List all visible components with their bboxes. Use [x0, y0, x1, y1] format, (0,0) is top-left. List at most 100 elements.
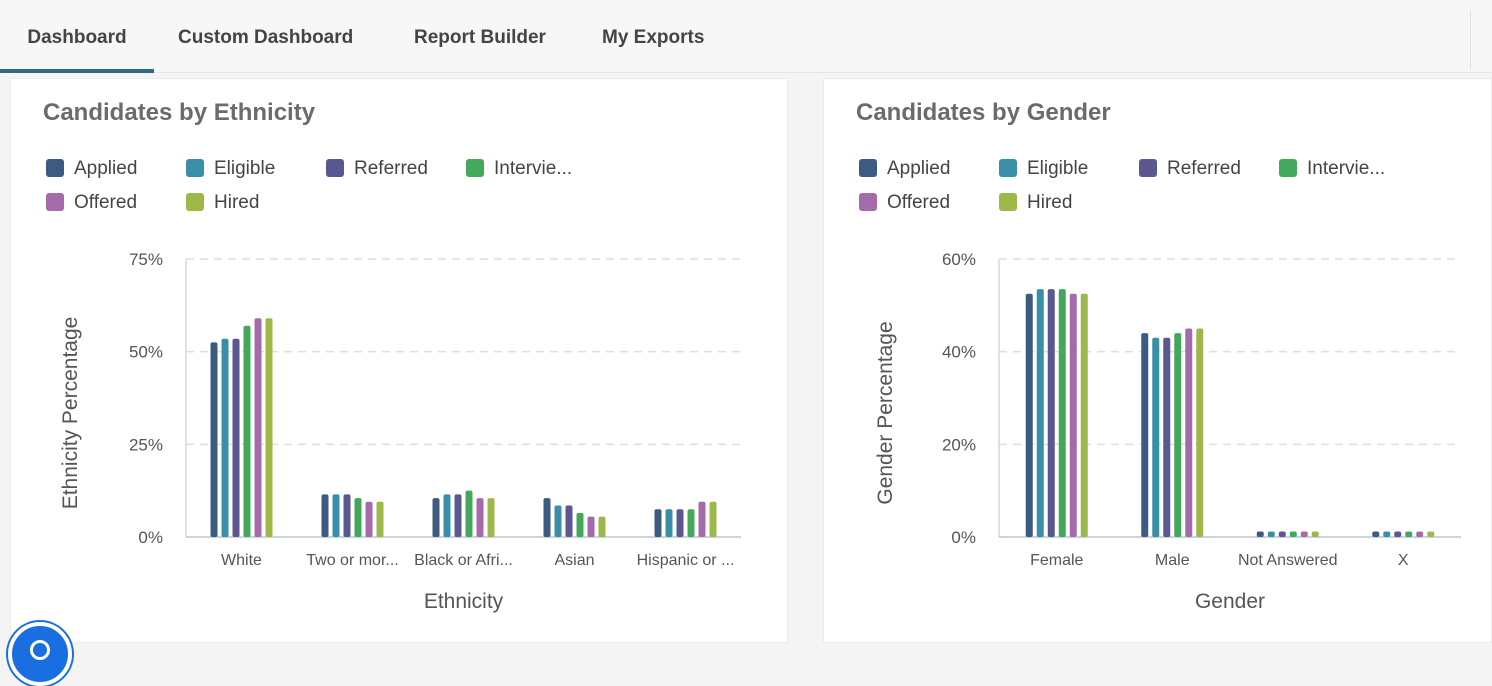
bar-interviewed[interactable] [465, 490, 473, 537]
legend-item-eligible[interactable]: Eligible [999, 157, 1088, 181]
x-tick-label: Two or mor... [306, 552, 398, 569]
legend-label: Hired [1027, 192, 1073, 213]
bar-offered[interactable] [1185, 328, 1193, 538]
bar-offered[interactable] [587, 516, 595, 537]
bar-interviewed[interactable] [1405, 531, 1413, 537]
bar-eligible[interactable] [443, 494, 451, 537]
bar-hired[interactable] [376, 501, 384, 537]
bar-referred[interactable] [1278, 531, 1286, 537]
y-tick-label: 25% [129, 435, 163, 454]
tab-dashboard[interactable]: Dashboard [0, 0, 154, 73]
bar-offered[interactable] [698, 501, 706, 537]
legend-item-hired[interactable]: Hired [999, 191, 1072, 215]
legend-item-referred[interactable]: Referred [326, 157, 428, 181]
legend-item-hired[interactable]: Hired [186, 191, 259, 215]
legend-item-offered[interactable]: Offered [859, 191, 950, 215]
bar-referred[interactable] [565, 505, 573, 537]
bar-interviewed[interactable] [354, 498, 362, 537]
bar-hired[interactable] [1080, 293, 1088, 537]
bar-offered[interactable] [476, 498, 484, 537]
x-tick-label: Female [1030, 552, 1083, 569]
bar-referred[interactable] [1394, 531, 1402, 537]
bar-eligible[interactable] [332, 494, 340, 537]
legend-item-eligible[interactable]: Eligible [186, 157, 275, 181]
bar-applied[interactable] [1025, 293, 1033, 537]
bar-interviewed[interactable] [1174, 333, 1182, 537]
bar-referred[interactable] [1047, 289, 1055, 537]
bar-referred[interactable] [676, 509, 684, 537]
legend-item-applied[interactable]: Applied [46, 157, 137, 181]
tab-my-exports[interactable]: My Exports [602, 27, 705, 48]
bar-interviewed[interactable] [687, 509, 695, 537]
bar-referred[interactable] [454, 494, 462, 537]
bar-applied[interactable] [543, 498, 551, 537]
bar-eligible[interactable] [1036, 289, 1044, 537]
bar-applied[interactable] [432, 498, 440, 537]
legend-item-interviewed[interactable]: Intervie... [466, 157, 572, 181]
bar-interviewed[interactable] [1058, 289, 1066, 537]
legend-swatch-hired [186, 193, 204, 211]
bar-offered[interactable] [254, 318, 262, 537]
bar-eligible[interactable] [1152, 337, 1160, 537]
legend-label: Applied [74, 158, 138, 179]
bar-hired[interactable] [1311, 531, 1319, 537]
y-axis-title: Ethnicity Percentage [59, 317, 82, 510]
x-tick-label: Black or Afri... [414, 552, 513, 569]
top-navigation: Dashboard Custom Dashboard Report Builde… [0, 0, 1492, 73]
y-tick-label: 50% [129, 343, 163, 362]
legend-label: Eligible [214, 158, 276, 179]
chart-title: Candidates by Gender [856, 99, 1111, 126]
legend-swatch-applied [46, 159, 64, 177]
bar-interviewed[interactable] [1289, 531, 1297, 537]
bar-applied[interactable] [654, 509, 662, 537]
y-axis-title: Gender Percentage [874, 321, 897, 504]
legend-item-offered[interactable]: Offered [46, 191, 137, 215]
bar-eligible[interactable] [665, 509, 673, 537]
legend-item-interviewed[interactable]: Intervie... [1279, 157, 1385, 181]
tab-custom-dashboard[interactable]: Custom Dashboard [178, 27, 354, 48]
y-tick-label: 60% [942, 250, 976, 269]
gender-chart-panel: Candidates by Gender Applied Eligible Re… [823, 78, 1492, 643]
bar-applied[interactable] [1256, 531, 1264, 537]
bar-applied[interactable] [1372, 531, 1380, 537]
bar-hired[interactable] [1196, 328, 1204, 538]
bar-offered[interactable] [1416, 531, 1424, 537]
bar-referred[interactable] [343, 494, 351, 537]
legend-item-applied[interactable]: Applied [859, 157, 950, 181]
y-tick-label: 75% [129, 250, 163, 269]
y-tick-label: 20% [942, 435, 976, 454]
x-axis-title: Gender [1195, 590, 1265, 613]
legend-swatch-eligible [999, 159, 1017, 177]
bar-hired[interactable] [709, 501, 717, 537]
x-axis-title: Ethnicity [424, 590, 504, 613]
bar-applied[interactable] [210, 342, 218, 537]
bar-hired[interactable] [487, 498, 495, 537]
bar-referred[interactable] [232, 338, 240, 537]
bar-offered[interactable] [1069, 293, 1077, 537]
help-button[interactable] [8, 622, 72, 686]
bar-hired[interactable] [265, 318, 273, 537]
bar-hired[interactable] [598, 516, 606, 537]
bar-eligible[interactable] [221, 338, 229, 537]
bar-applied[interactable] [1141, 333, 1149, 537]
y-tick-label: 0% [951, 528, 976, 547]
legend-swatch-hired [999, 193, 1017, 211]
legend-item-referred[interactable]: Referred [1139, 157, 1241, 181]
bar-interviewed[interactable] [243, 325, 251, 537]
x-tick-label: Not Answered [1238, 552, 1338, 569]
bar-eligible[interactable] [554, 505, 562, 537]
x-tick-label: Male [1155, 552, 1190, 569]
bar-interviewed[interactable] [576, 512, 584, 537]
legend-label: Hired [214, 192, 260, 213]
tab-report-builder[interactable]: Report Builder [414, 27, 546, 48]
bar-eligible[interactable] [1383, 531, 1391, 537]
bar-hired[interactable] [1427, 531, 1435, 537]
legend-label: Referred [354, 158, 428, 179]
bar-eligible[interactable] [1267, 531, 1275, 537]
bar-applied[interactable] [321, 494, 329, 537]
ethnicity-chart-panel: Candidates by Ethnicity Applied Eligible… [10, 78, 788, 643]
bar-offered[interactable] [365, 501, 373, 537]
bar-referred[interactable] [1163, 337, 1171, 537]
chart-title: Candidates by Ethnicity [43, 99, 316, 126]
bar-offered[interactable] [1300, 531, 1308, 537]
